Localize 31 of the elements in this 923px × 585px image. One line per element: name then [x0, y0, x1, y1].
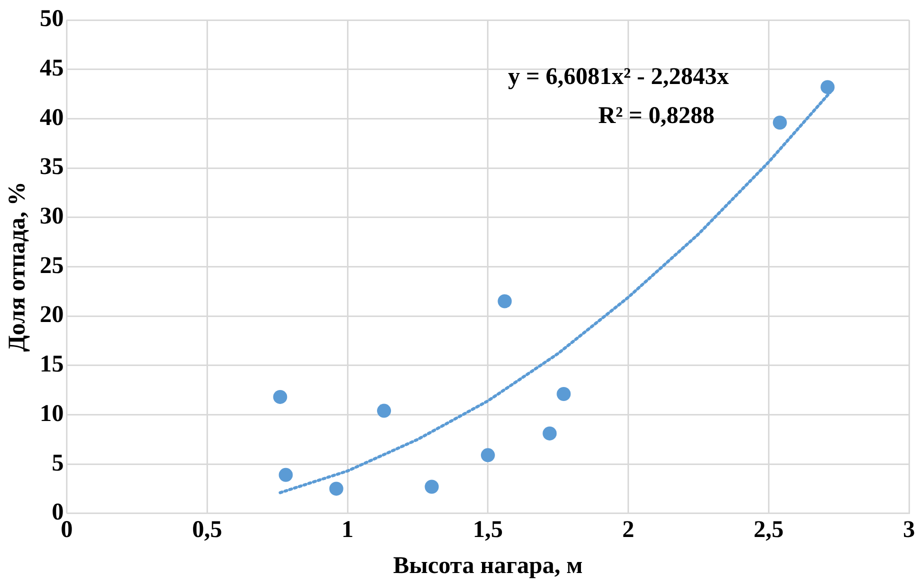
y-tick-label: 30 — [40, 204, 64, 230]
y-axis-title: Доля отпада, % — [4, 182, 31, 352]
point — [820, 80, 835, 94]
point — [273, 390, 288, 404]
annotation: y = 6,6081x² - 2,2843x — [508, 64, 729, 90]
y-tick-label: 35 — [40, 154, 64, 180]
x-tick-label: 3 — [903, 517, 915, 544]
y-tick-label: 20 — [40, 302, 64, 328]
point — [772, 116, 787, 130]
point — [542, 426, 557, 440]
point — [377, 404, 392, 418]
x-tick-label: 2,5 — [754, 517, 784, 544]
point — [329, 482, 344, 496]
point — [480, 448, 495, 462]
x-axis-title: Высота нагара, м — [393, 552, 583, 579]
y-tick-label: 5 — [52, 450, 64, 476]
point — [498, 294, 512, 308]
x-tick-label: 0,5 — [192, 517, 222, 544]
annotation: R² = 0,8288 — [598, 103, 714, 130]
point — [556, 386, 571, 401]
x-tick-label: 1 — [342, 517, 354, 544]
y-tick-label: 25 — [40, 252, 64, 279]
y-tick-label: 50 — [40, 6, 64, 32]
y-tick-label: 10 — [40, 400, 64, 427]
point — [278, 468, 293, 482]
y-tick-label: 15 — [40, 352, 64, 378]
x-tick-label: 1,5 — [472, 517, 503, 544]
y-tick-label: 40 — [40, 104, 64, 131]
y-tick-label: 45 — [40, 56, 64, 82]
point — [424, 480, 439, 494]
x-tick-label: 2 — [622, 517, 634, 544]
